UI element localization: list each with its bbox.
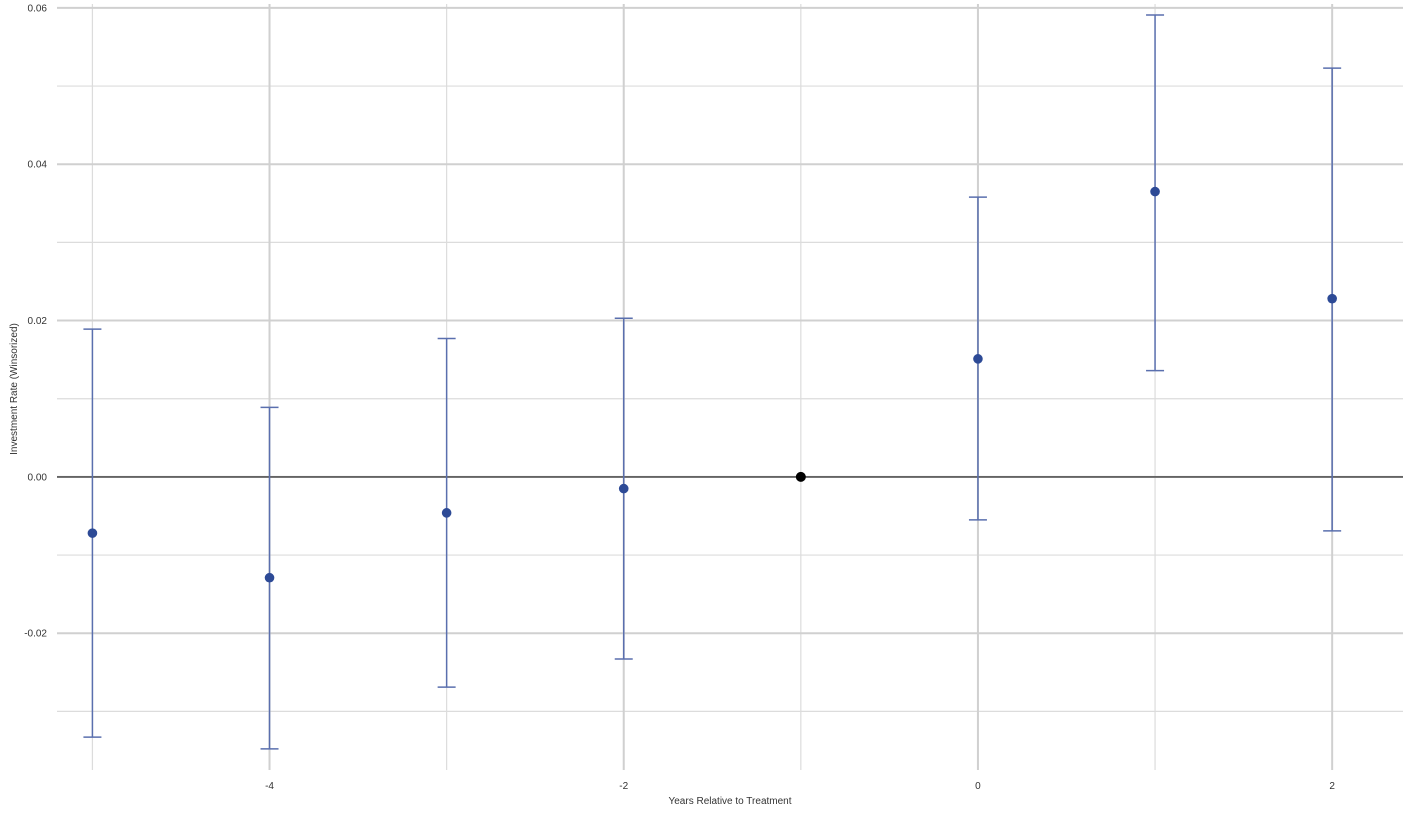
data-layer	[83, 14, 1342, 750]
point-estimate	[1327, 293, 1337, 304]
x-tick-label: -4	[265, 781, 274, 792]
reference-point	[795, 471, 806, 482]
grid-layer	[57, 4, 1403, 770]
y-axis-title: Investment Rate (Winsorized)	[9, 323, 20, 455]
point-estimate	[973, 354, 983, 364]
x-tick-label: 0	[975, 781, 981, 792]
y-tick-label: -0.02	[24, 629, 47, 640]
point-estimate	[1150, 186, 1160, 197]
point-estimate	[87, 528, 98, 538]
x-tick-label: -2	[619, 781, 628, 792]
y-tick-label: 0.00	[28, 472, 48, 483]
x-axis-title: Years Relative to Treatment	[668, 796, 791, 807]
point-estimate	[264, 572, 275, 583]
point-estimate	[618, 483, 629, 494]
axis-layer: -0.02 0.00 0.02 0.04 0.06 -4 -2 0 2	[24, 3, 1335, 792]
y-tick-label: 0.04	[28, 160, 48, 171]
y-tick-label: 0.06	[28, 3, 48, 14]
x-tick-label: 2	[1329, 781, 1335, 792]
y-tick-label: 0.02	[28, 316, 48, 327]
point-estimate	[441, 508, 452, 518]
